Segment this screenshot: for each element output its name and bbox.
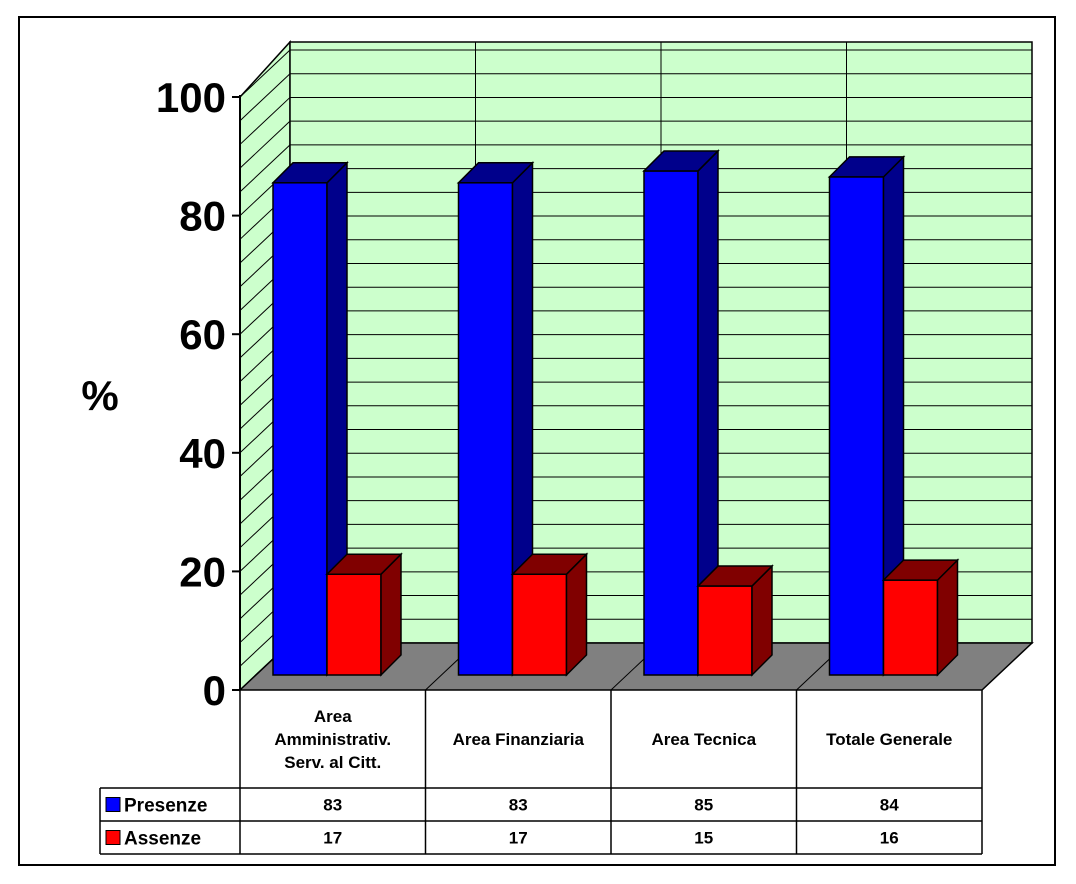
category-label: Totale Generale bbox=[826, 730, 952, 749]
chart-bars bbox=[271, 149, 960, 677]
side-wall-gridline bbox=[239, 144, 291, 193]
category-label: Serv. al Citt. bbox=[284, 753, 381, 772]
table-cell-value: 85 bbox=[694, 796, 713, 815]
category-label: Area Finanziaria bbox=[453, 730, 585, 749]
bar-presenze-front bbox=[457, 182, 514, 676]
table-cell-value: 16 bbox=[880, 829, 899, 848]
bar-assenze-front bbox=[882, 579, 939, 676]
bar-presenze-front bbox=[272, 182, 328, 676]
bar-presenze-front bbox=[828, 176, 885, 676]
y-tick-label: 0 bbox=[203, 667, 226, 714]
bar-assenze-top bbox=[325, 553, 403, 575]
y-tick-label: 100 bbox=[156, 74, 226, 121]
bar-assenze-top bbox=[510, 553, 589, 575]
side-wall-gridline bbox=[239, 49, 291, 98]
table-cell-value: 83 bbox=[323, 796, 342, 815]
legend-label: Presenze bbox=[124, 796, 207, 817]
data-table: Area Amministrativ. Serv. al Citt. Area Fin… bbox=[99, 690, 983, 855]
category-label: Area bbox=[314, 707, 352, 726]
bar-assenze-front bbox=[326, 573, 382, 676]
side-wall-gridline bbox=[239, 73, 291, 122]
legend-label: Assenze bbox=[124, 829, 201, 850]
category-label: Area Tecnica bbox=[651, 730, 756, 749]
chart-y-axis: 0 20 40 60 80 100% bbox=[81, 74, 241, 714]
category-label: Amministrativ. bbox=[274, 730, 391, 749]
bar-presenze-top bbox=[271, 162, 349, 184]
y-tick-label: 40 bbox=[179, 430, 226, 477]
table-cell-value: 83 bbox=[509, 796, 528, 815]
table-cell-value: 84 bbox=[880, 796, 899, 815]
chart-frame: 0 20 40 60 80 100% Area Amministrativ. Serv. al… bbox=[18, 16, 1056, 866]
bar-assenze-front bbox=[511, 573, 568, 676]
bar-presenze-front bbox=[643, 170, 699, 676]
legend-key-presenze bbox=[105, 797, 121, 812]
bar-assenze-side bbox=[380, 552, 402, 677]
table-cell-value: 17 bbox=[509, 829, 528, 848]
bar-presenze-top bbox=[456, 162, 535, 184]
side-wall-gridline bbox=[239, 97, 291, 145]
chart-svg: 0 20 40 60 80 100% Area Amministrativ. Serv. al… bbox=[81, 40, 1034, 855]
table-cell-value: 15 bbox=[694, 829, 713, 848]
y-tick-label: 80 bbox=[179, 193, 226, 240]
bar-assenze-side bbox=[565, 552, 588, 677]
bar-assenze-top bbox=[696, 565, 774, 587]
bar-presenze-top bbox=[642, 150, 720, 172]
y-tick-label: 60 bbox=[179, 311, 226, 358]
y-tick-label: 20 bbox=[179, 548, 226, 595]
bar-assenze-top bbox=[881, 559, 960, 581]
bar-assenze-front bbox=[697, 585, 753, 676]
y-axis-label: % bbox=[81, 372, 118, 419]
table-cell-value: 17 bbox=[323, 829, 342, 848]
legend-key-assenze bbox=[105, 830, 121, 845]
bar-presenze-top bbox=[827, 156, 906, 178]
side-wall-gridline bbox=[239, 120, 291, 169]
